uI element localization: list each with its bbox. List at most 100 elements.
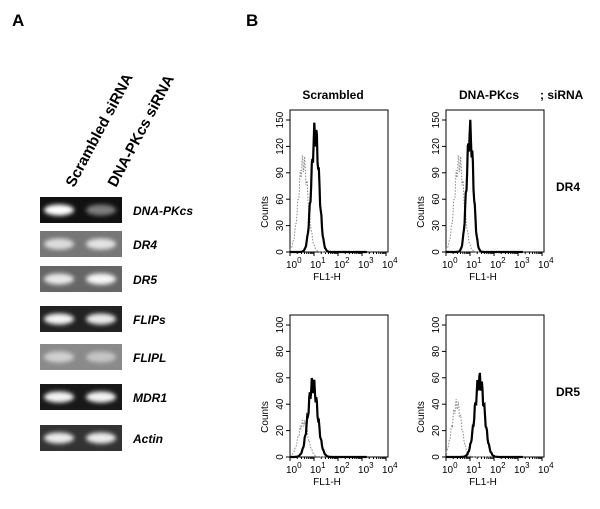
x-tick-base: 10 [514,465,526,476]
plot-frame [445,314,545,458]
y-tick-label: 0 [431,454,442,460]
x-tick-label: 104 [538,461,554,476]
y-tick-label: 60 [275,193,286,205]
x-tick-base: 10 [334,465,346,476]
y-axis-label: Counts [416,196,427,228]
gel-band [44,391,74,403]
gel-band [86,238,116,250]
x-tick-exp: 0 [297,461,302,470]
x-tick-label: 102 [334,256,350,271]
gel-band [86,273,116,285]
row-label: DR4 [556,180,580,194]
x-axis-label: FL1-H [313,272,341,283]
y-tick-label: 30 [275,220,286,232]
x-tick-base: 10 [466,465,478,476]
y-tick-label: 100 [275,316,286,333]
y-tick-label: 150 [275,111,286,128]
x-tick-exp: 2 [501,461,506,470]
x-tick-label: 103 [514,461,530,476]
x-tick-base: 10 [490,465,502,476]
y-axis-label: Counts [260,196,271,228]
x-tick-label: 104 [382,256,398,271]
y-tick-label: 80 [275,345,286,357]
gel-band [44,432,74,444]
x-tick-base: 10 [286,465,298,476]
x-tick-base: 10 [514,260,526,271]
x-tick-label: 101 [310,461,326,476]
y-tick-label: 40 [275,398,286,410]
plot-frame [445,109,545,253]
x-tick-exp: 1 [321,256,326,265]
y-tick-label: 0 [275,249,286,255]
x-tick-base: 10 [382,465,394,476]
x-tick-exp: 2 [345,461,350,470]
y-tick-label: 120 [431,138,442,155]
x-tick-exp: 2 [501,256,506,265]
x-tick-exp: 2 [345,256,350,265]
x-tick-label: 100 [442,256,458,271]
x-tick-label: 103 [358,461,374,476]
gene-label: DNA-PKcs [133,204,193,218]
x-tick-exp: 1 [477,256,482,265]
x-tick-exp: 4 [393,256,398,265]
gene-label: Actin [132,432,163,446]
x-tick-label: 101 [466,256,482,271]
x-tick-base: 10 [310,465,322,476]
gene-label: FLIPL [133,351,166,365]
x-tick-label: 102 [490,256,506,271]
x-tick-exp: 3 [525,461,530,470]
x-axis-label: FL1-H [313,477,341,488]
y-tick-label: 30 [431,220,442,232]
x-tick-base: 10 [358,260,370,271]
x-tick-exp: 3 [525,256,530,265]
stained-histogram [290,122,367,254]
stained-histogram [446,119,523,254]
x-tick-label: 104 [382,461,398,476]
gel-band [86,313,116,325]
x-tick-base: 10 [358,465,370,476]
x-tick-label: 100 [286,256,302,271]
y-axis-label: Counts [260,401,271,433]
x-tick-label: 100 [442,461,458,476]
gel-band [44,204,74,216]
y-tick-label: 60 [275,372,286,384]
x-tick-exp: 3 [369,461,374,470]
y-tick-label: 90 [431,167,442,179]
gel-band [86,391,116,403]
x-tick-exp: 4 [549,461,554,470]
x-tick-base: 10 [490,260,502,271]
y-tick-label: 80 [431,345,442,357]
x-axis-label: FL1-H [469,477,497,488]
x-tick-base: 10 [310,260,322,271]
x-tick-base: 10 [442,260,454,271]
x-tick-label: 100 [286,461,302,476]
sirna-label: ; siRNA [540,88,584,102]
x-tick-label: 103 [514,256,530,271]
y-tick-label: 0 [275,454,286,460]
gene-label: FLIPs [133,313,166,327]
x-tick-label: 102 [334,461,350,476]
y-tick-label: 120 [275,138,286,155]
y-tick-label: 0 [431,249,442,255]
gene-label: DR4 [133,238,157,252]
y-tick-label: 90 [275,167,286,179]
column-label: Scrambled [302,88,363,102]
y-tick-label: 20 [431,425,442,437]
gene-label: MDR1 [133,391,167,405]
x-tick-exp: 1 [477,461,482,470]
x-tick-label: 102 [490,461,506,476]
gel-band [86,351,116,363]
gel-band [86,432,116,444]
x-tick-base: 10 [442,465,454,476]
y-tick-label: 60 [431,193,442,205]
x-tick-exp: 0 [297,256,302,265]
x-tick-exp: 0 [453,461,458,470]
y-tick-label: 60 [431,372,442,384]
x-tick-base: 10 [286,260,298,271]
panel-label: A [12,11,24,30]
gel-band [44,238,74,250]
